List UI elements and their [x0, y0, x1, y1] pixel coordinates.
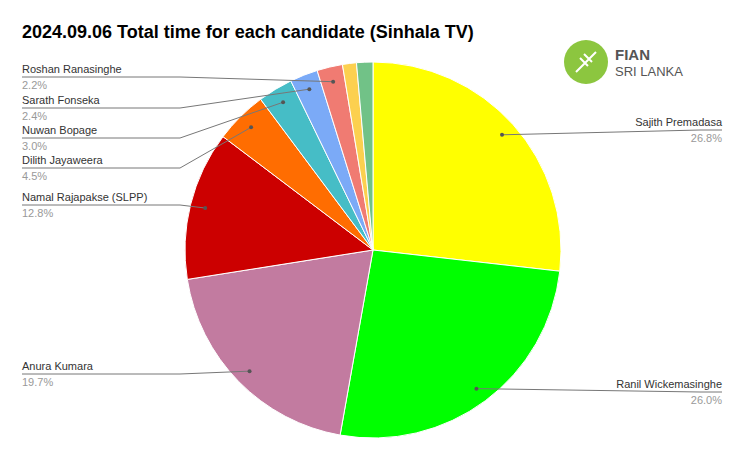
svg-text:2.4%: 2.4%: [22, 110, 47, 122]
svg-text:26.8%: 26.8%: [691, 132, 722, 144]
svg-text:Namal Rajapakse (SLPP): Namal Rajapakse (SLPP): [22, 191, 147, 203]
svg-text:FIAN: FIAN: [615, 46, 650, 63]
svg-text:Sarath Fonseka: Sarath Fonseka: [22, 94, 101, 106]
svg-text:3.0%: 3.0%: [22, 140, 47, 152]
svg-text:Roshan Ranasinghe: Roshan Ranasinghe: [22, 63, 122, 75]
html-text:2024.09.06 Total time for each: 2024.09.06 Total time for each candidate…: [22, 22, 474, 42]
svg-text:2.2%: 2.2%: [22, 79, 47, 91]
svg-text:4.5%: 4.5%: [22, 170, 47, 182]
svg-text:12.8%: 12.8%: [22, 207, 53, 219]
svg-text:Nuwan Bopage: Nuwan Bopage: [22, 124, 97, 136]
svg-text:Ranil Wickemasinghe: Ranil Wickemasinghe: [616, 378, 722, 390]
svg-text:Sajith Premadasa: Sajith Premadasa: [635, 116, 723, 128]
svg-text:Dilith Jayaweera: Dilith Jayaweera: [22, 154, 104, 166]
svg-text:Anura Kumara: Anura Kumara: [22, 360, 94, 372]
svg-text:SRI LANKA: SRI LANKA: [615, 64, 683, 79]
svg-text:19.7%: 19.7%: [22, 376, 53, 388]
svg-text:26.0%: 26.0%: [691, 394, 722, 406]
